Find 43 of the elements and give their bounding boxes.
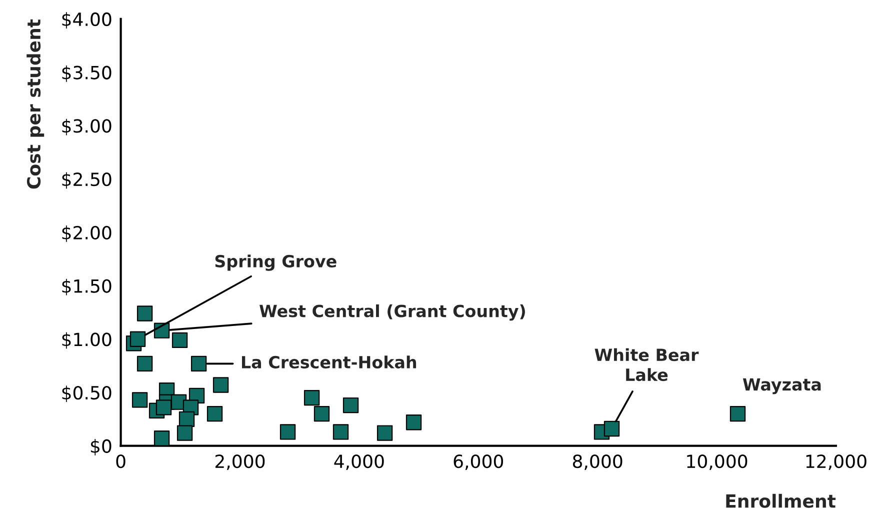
annotation: Spring Grove <box>215 254 336 271</box>
point <box>342 397 359 414</box>
point <box>332 424 349 440</box>
y-tick-label: $1.00 <box>62 332 112 349</box>
y-tick-label: $2.00 <box>62 226 112 242</box>
annotation: West Central (Grant County) <box>260 304 525 321</box>
point <box>132 392 148 408</box>
point <box>376 425 393 441</box>
y-tick-label: $0 <box>90 438 112 456</box>
y-tick-label: $0.50 <box>62 386 112 402</box>
x-tick-label: 6,000 <box>454 454 504 470</box>
y-tick-label: $4.00 <box>62 12 112 28</box>
y-tick-label: $1.50 <box>62 278 112 296</box>
point <box>154 430 170 446</box>
x-tick-label: 2,000 <box>215 454 265 470</box>
point <box>604 420 620 437</box>
x-tick-label: 8,000 <box>572 454 622 470</box>
x-tick-label: 10,000 <box>687 454 748 470</box>
x-tick-label: 0 <box>116 454 126 468</box>
y-tick-label: $2.50 <box>62 172 112 189</box>
point <box>406 414 422 430</box>
point <box>212 377 229 393</box>
point <box>280 424 296 440</box>
x-tick-label: 12,000 <box>806 454 866 470</box>
point <box>190 356 207 372</box>
point <box>136 356 153 372</box>
x-axis-title: Enrollment <box>726 494 836 508</box>
x-tick-label: 4,000 <box>334 454 384 470</box>
annotation: La Crescent-Hokah <box>242 356 416 369</box>
point <box>730 406 746 422</box>
annotation: Wayzata <box>742 378 821 394</box>
y-axis-title: Cost per student <box>26 19 44 189</box>
point <box>172 332 188 348</box>
annotation: White Bear Lake <box>594 348 699 382</box>
point <box>304 390 320 406</box>
point <box>314 406 330 422</box>
y-tick-label: $3.00 <box>62 118 112 136</box>
point <box>156 400 172 416</box>
point <box>136 306 153 322</box>
point <box>130 331 146 347</box>
y-tick-label: $3.50 <box>62 65 112 82</box>
point <box>176 425 193 441</box>
point <box>206 406 223 422</box>
